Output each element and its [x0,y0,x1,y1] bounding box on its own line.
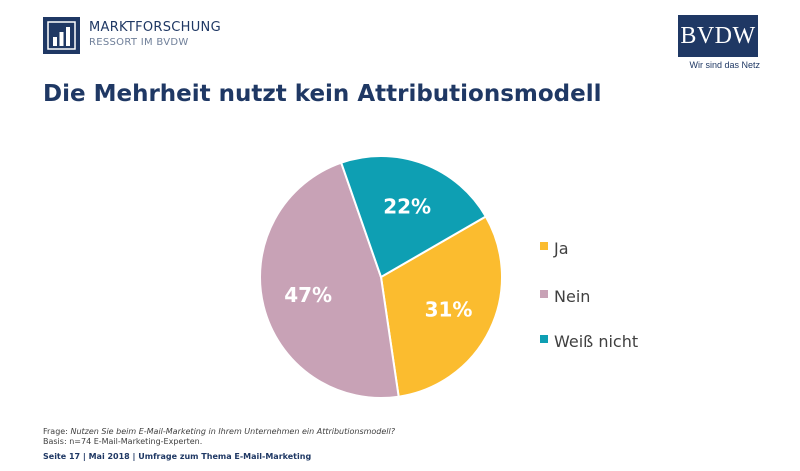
legend-swatch-nein [540,290,548,298]
legend-swatch-weiss-nicht [540,335,548,343]
data-label-nein: 47% [284,283,332,307]
pie-slice-nein [259,161,400,399]
bvdw-logo: BVDW [678,15,758,57]
pie-slice-ja [379,215,503,398]
page-title: Die Mehrheit nutzt kein Attributionsmode… [43,81,602,107]
data-label-weiss-nicht: 22% [383,195,431,219]
legend-label-ja: Ja [554,238,569,258]
brand-title: MARKTFORSCHUNG [89,20,221,35]
legend-label-weiss-nicht: Weiß nicht [554,331,639,351]
question-prefix: Frage: [43,427,68,436]
basis-footnote: Basis: n=74 E-Mail-Marketing-Experten. [43,437,202,446]
question-footnote: Frage: Nutzen Sie beim E-Mail-Marketing … [43,427,395,436]
bvdw-tagline: Wir sind das Netz [689,60,760,70]
legend-label-nein: Nein [554,286,591,306]
basis-prefix: Basis: [43,437,67,446]
legend-item-ja: Ja [540,238,569,258]
page-footer: Seite 17 | Mai 2018 | Umfrage zum Thema … [43,452,312,461]
pie-slice-weiss-nicht [339,155,488,279]
data-label-ja: 31% [425,298,473,322]
legend-swatch-ja [540,242,548,250]
brand-subtitle: RESSORT IM BVDW [89,37,189,48]
basis-text: n=74 E-Mail-Marketing-Experten. [69,437,203,446]
legend-item-weiss-nicht: Weiß nicht [540,331,638,351]
legend-item-nein: Nein [540,286,590,306]
marktforschung-logo [43,17,80,54]
bar-chart-icon [47,21,76,50]
question-text: Nutzen Sie beim E-Mail-Marketing in Ihre… [70,427,395,436]
